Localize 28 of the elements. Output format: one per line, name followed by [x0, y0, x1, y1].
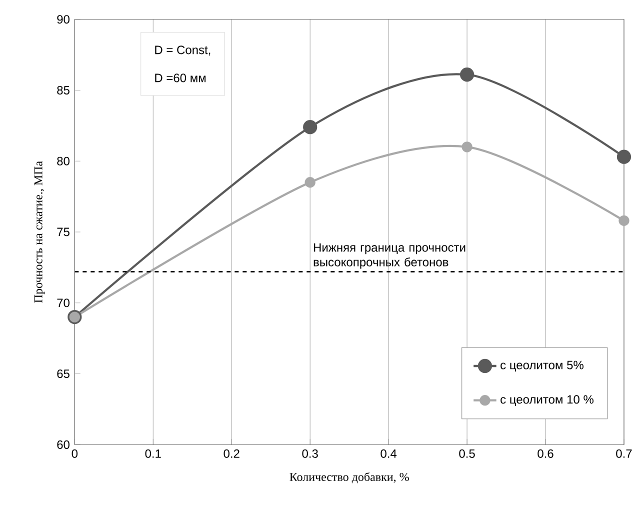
legend-label: с цеолитом 5% [500, 360, 584, 372]
x-tick-label: 0 [72, 449, 78, 458]
x-tick-label: 0.7 [616, 449, 632, 458]
point [304, 177, 316, 188]
point [616, 150, 632, 164]
y-tick-label: 70 [57, 298, 70, 308]
point [618, 215, 630, 226]
x-tick-label: 0.3 [302, 449, 318, 458]
point [303, 120, 318, 134]
point [460, 68, 474, 82]
ref-line-label: Нижняя граница прочности высокопрочных бетонов [314, 243, 466, 269]
x-tick-label: 0.5 [459, 449, 475, 458]
x-tick-label: 0.2 [224, 449, 240, 458]
annotation: D =60 мм [155, 74, 206, 82]
y-axis-title: Прочность на сжатие., МПа [34, 161, 45, 303]
y-tick-label: 60 [57, 440, 70, 449]
y-tick-label: 90 [57, 15, 70, 24]
annotation: D = Const, [155, 46, 210, 56]
y-tick-label: 80 [57, 156, 70, 166]
point [462, 142, 472, 152]
y-tick-label: 65 [57, 370, 70, 378]
x-tick-label: 0.4 [380, 449, 397, 458]
legend-label: с цеолитом 10 % [500, 395, 594, 406]
y-tick-label: 75 [57, 228, 70, 236]
x-tick-label: 0.6 [538, 449, 554, 458]
y-tick-label: 85 [57, 86, 70, 94]
x-tick-label: 0.1 [145, 449, 161, 458]
x-axis-title: Количество добавки, % [290, 472, 409, 484]
